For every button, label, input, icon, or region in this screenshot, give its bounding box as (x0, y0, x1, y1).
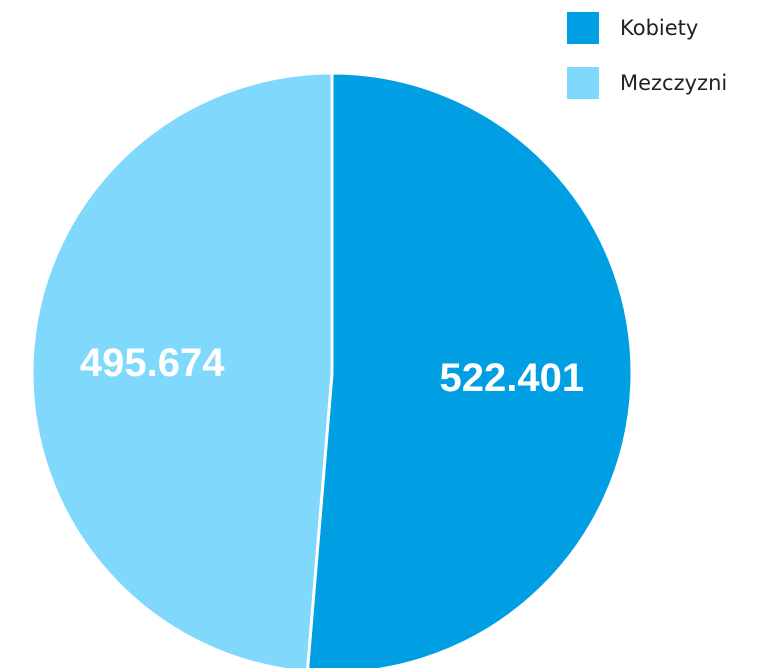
legend-label: Mezczyzni (620, 71, 727, 95)
value-label: 522.401 (440, 356, 585, 400)
pie-slice (306, 71, 634, 668)
value-label: 495.674 (80, 341, 225, 385)
legend-swatch (567, 67, 599, 99)
legend-swatch (567, 12, 599, 44)
pie-slice (30, 71, 334, 668)
legend-label: Kobiety (620, 16, 698, 40)
